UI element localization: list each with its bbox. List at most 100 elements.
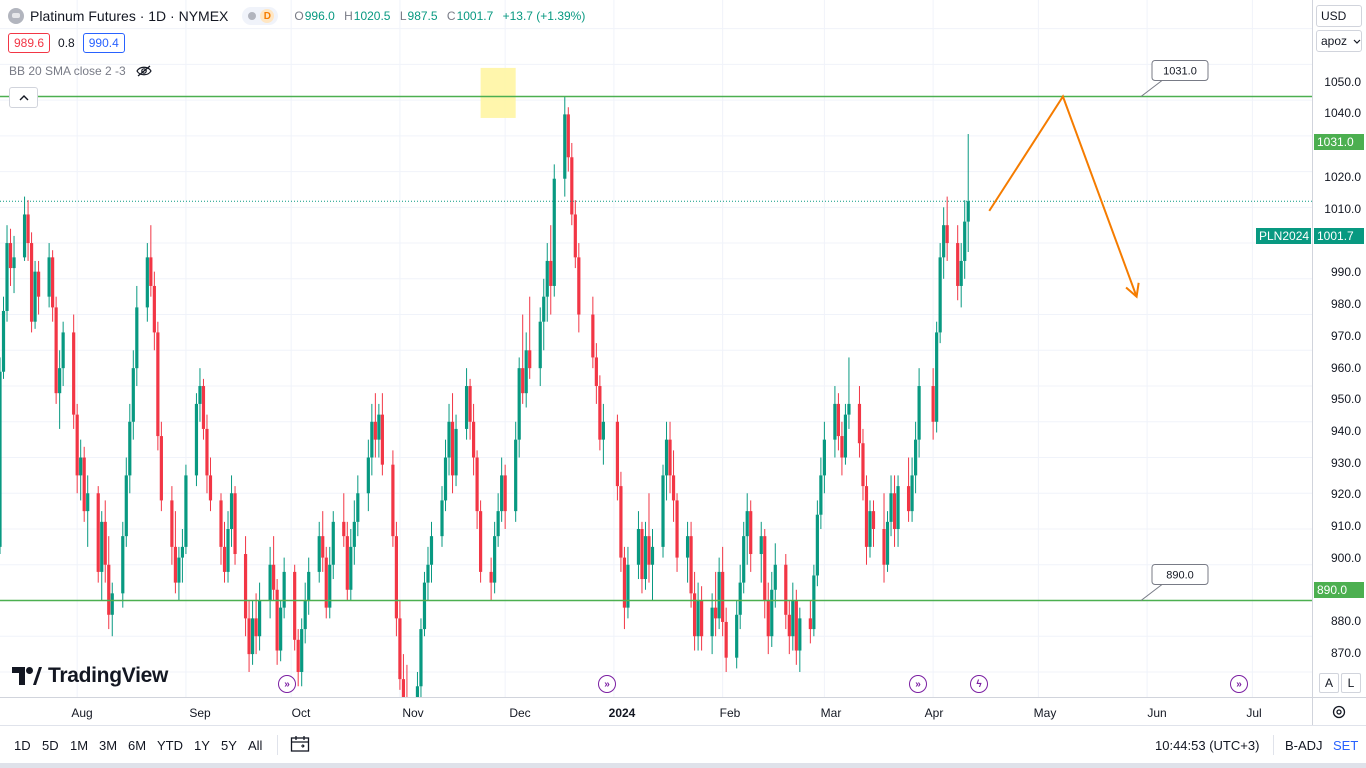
- candle-body: [422, 582, 427, 630]
- event-marker-forward[interactable]: »: [598, 675, 616, 693]
- candle-body: [843, 414, 848, 458]
- candle-body: [8, 243, 13, 269]
- candle-body: [201, 386, 206, 429]
- candle-body: [643, 536, 648, 580]
- candle-body: [910, 475, 914, 512]
- timeframe-ytd-button[interactable]: YTD: [157, 738, 183, 753]
- timeframe-1d-button[interactable]: 1D: [14, 738, 31, 753]
- timeframe-5y-button[interactable]: 5Y: [221, 738, 237, 753]
- clock-timezone[interactable]: 10:44:53 (UTC+3): [1155, 738, 1260, 753]
- currency-select[interactable]: USD: [1316, 5, 1362, 27]
- candle-body: [36, 271, 41, 297]
- candle-body: [542, 296, 546, 322]
- event-marker-forward[interactable]: »: [909, 675, 927, 693]
- axis-corner: [1312, 697, 1366, 726]
- candle-body: [500, 475, 504, 512]
- candle-body: [205, 428, 209, 476]
- candle-body: [72, 332, 76, 415]
- candle-body: [194, 403, 199, 476]
- candle-body: [47, 257, 51, 297]
- ask-price-button[interactable]: 990.4: [82, 33, 125, 53]
- candle-body: [528, 350, 532, 369]
- candle-body: [124, 475, 128, 537]
- candle-body: [61, 332, 65, 369]
- candle-body: [773, 564, 777, 590]
- symbol-title[interactable]: Platinum Futures · 1D · NYMEX: [30, 8, 229, 24]
- candle-body: [443, 457, 448, 501]
- candle-body: [173, 546, 178, 583]
- low-value: 987.5: [407, 9, 438, 23]
- candle-body: [471, 421, 476, 458]
- candle-body: [503, 475, 507, 512]
- timeframe-6m-button[interactable]: 6M: [128, 738, 147, 753]
- market-status-pill[interactable]: D: [242, 7, 279, 25]
- open-value: 996.0: [304, 9, 335, 23]
- candle-body: [566, 114, 570, 158]
- projection-path: [988, 94, 1138, 298]
- timeframe-all-button[interactable]: All: [248, 738, 263, 753]
- double-chevron-icon: »: [1236, 678, 1242, 690]
- candle-body: [784, 564, 788, 615]
- timeframe-1y-button[interactable]: 1Y: [194, 738, 210, 753]
- bid-price-button[interactable]: 989.6: [8, 33, 51, 53]
- auto-scale-button[interactable]: A: [1319, 673, 1339, 693]
- candle-body: [622, 557, 627, 608]
- toolbar-divider: [277, 735, 278, 755]
- candle-body: [664, 439, 669, 476]
- ohlc-values: O996.0 H1020.5 L987.5 C1001.7 +13.7 (+1.…: [294, 9, 591, 23]
- candle-body: [177, 557, 181, 583]
- candle-body: [180, 546, 185, 558]
- candle-body: [626, 564, 630, 608]
- candle-body: [787, 614, 791, 637]
- price-tick: 1050.0: [1324, 75, 1361, 89]
- toolbar-divider: [1273, 735, 1274, 755]
- event-marker-forward[interactable]: »: [278, 675, 296, 693]
- candle-body: [131, 368, 135, 422]
- candle-body: [647, 536, 651, 565]
- candle-body: [791, 600, 795, 637]
- chart-area[interactable]: 1031.0 890.0 Platinum Futures · 1D · NYME…: [0, 0, 1312, 697]
- candle-body: [159, 436, 163, 501]
- log-scale-button[interactable]: L: [1341, 673, 1361, 693]
- candle-body: [391, 464, 395, 537]
- timeframe-3m-button[interactable]: 3M: [99, 738, 118, 753]
- candle-body: [331, 521, 335, 565]
- event-marker-forward[interactable]: »: [1230, 675, 1248, 693]
- candle-body: [619, 486, 623, 558]
- candle-body: [650, 546, 655, 565]
- candle-body: [724, 621, 728, 658]
- candle-body: [833, 403, 837, 440]
- candle-body: [75, 414, 79, 476]
- timeframe-1m-button[interactable]: 1M: [70, 738, 89, 753]
- price-tick: 930.0: [1330, 456, 1361, 470]
- collapse-legend-button[interactable]: [9, 87, 38, 108]
- timeframe-5d-button[interactable]: 5D: [42, 738, 59, 753]
- candle-body: [668, 439, 672, 476]
- chart-canvas[interactable]: 1031.0 890.0: [0, 0, 1312, 697]
- event-marker-lightning[interactable]: ϟ: [970, 675, 988, 693]
- candle-body: [103, 521, 107, 565]
- unit-select[interactable]: apoz: [1316, 30, 1362, 52]
- candle-body: [342, 521, 346, 537]
- spread-value: 0.8: [58, 36, 75, 50]
- support-callout-pointer: [1140, 584, 1163, 601]
- candle-body: [956, 243, 960, 286]
- candle-body: [250, 618, 255, 655]
- time-axis[interactable]: Aug Sep Oct Nov Dec 2024 Feb Mar Apr May…: [0, 697, 1312, 726]
- adjustment-toggle[interactable]: B-ADJ: [1285, 738, 1323, 753]
- eye-crossed-icon[interactable]: [136, 65, 152, 77]
- candle-body: [475, 457, 479, 512]
- tradingview-logo[interactable]: TradingView: [12, 664, 168, 688]
- session-toggle[interactable]: SET: [1333, 738, 1359, 753]
- candle-body: [243, 554, 248, 619]
- candle-body: [721, 571, 725, 622]
- candle-body: [58, 368, 62, 394]
- candle-body: [545, 260, 549, 297]
- price-axis[interactable]: USD apoz 1050.0 1040.0 1020.0 1010.0 990…: [1312, 0, 1366, 697]
- gear-icon[interactable]: [1331, 704, 1347, 720]
- indicator-legend[interactable]: BB 20 SMA close 2 -3: [9, 64, 152, 78]
- calendar-range-icon[interactable]: [290, 735, 310, 753]
- candle-body: [275, 589, 279, 651]
- time-tick: May: [1033, 706, 1057, 720]
- candle-body: [303, 600, 307, 630]
